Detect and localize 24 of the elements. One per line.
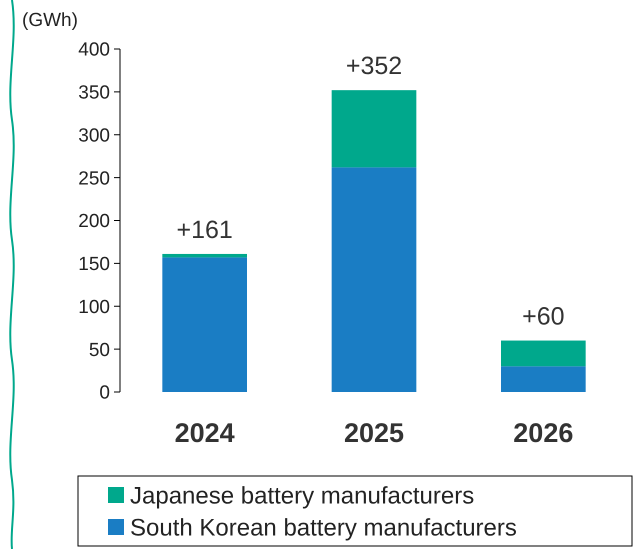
y-tick-label: 400: [78, 40, 110, 61]
bar: [501, 366, 586, 392]
total-label: +161: [176, 216, 233, 244]
x-tick-label: 2025: [344, 418, 404, 448]
x-tick-label: 2024: [174, 418, 235, 448]
x-tick-label: 2026: [513, 418, 574, 448]
y-tick-label: 250: [78, 168, 110, 190]
legend-label: Japanese battery manufacturers: [130, 482, 474, 510]
y-tick-label: 50: [88, 340, 110, 361]
bar: [162, 257, 247, 392]
bar: [162, 254, 247, 258]
y-tick-label: 0: [99, 382, 110, 404]
y-axis-title: (GWh): [22, 10, 78, 31]
legend-label: South Korean battery manufacturers: [130, 514, 517, 542]
y-tick-label: 150: [78, 254, 110, 276]
y-tick-label: 100: [78, 296, 110, 318]
y-tick-label: 300: [78, 125, 110, 146]
y-tick-label: 350: [78, 82, 110, 104]
y-tick-label: 200: [78, 211, 110, 232]
total-label: +60: [522, 302, 565, 331]
bar: [332, 90, 416, 168]
bar: [332, 167, 416, 392]
bar: [501, 340, 586, 366]
total-label: +352: [346, 52, 402, 80]
